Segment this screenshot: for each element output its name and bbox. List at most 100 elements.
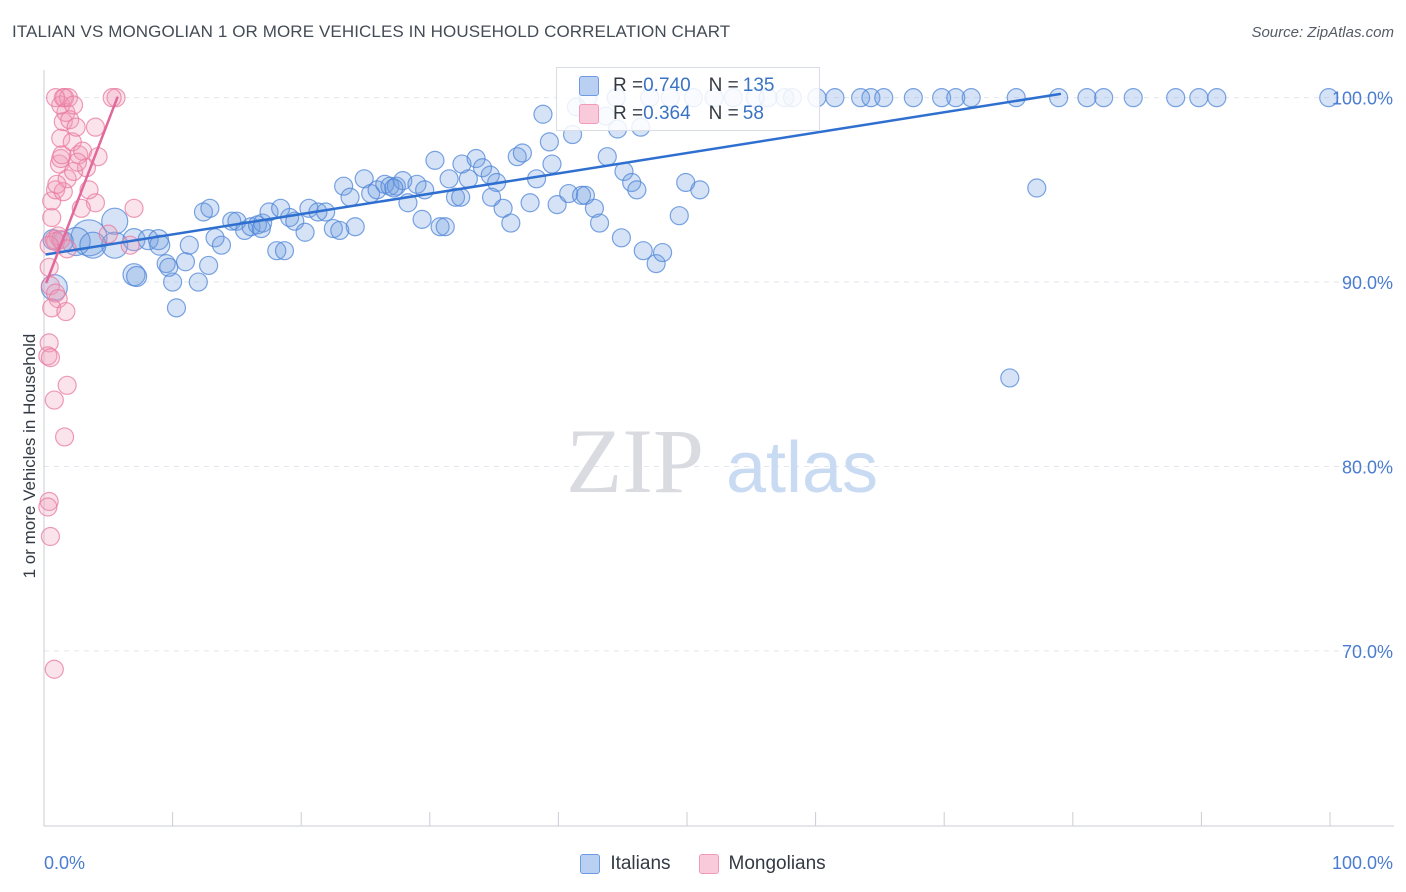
data-point	[512, 143, 532, 163]
mongolians-swatch	[579, 104, 599, 124]
data-point	[589, 213, 610, 233]
legend: Italians Mongolians	[0, 851, 1406, 877]
data-point	[1049, 88, 1069, 108]
data-point	[330, 220, 350, 241]
r-label: R =	[613, 75, 644, 96]
data-point	[44, 390, 64, 410]
data-point	[38, 497, 58, 517]
data-point	[690, 180, 710, 200]
data-point	[507, 147, 527, 167]
grid-lines	[44, 97, 1394, 652]
data-point	[45, 88, 66, 108]
data-point	[39, 235, 59, 255]
data-point	[188, 272, 208, 292]
mongolians-swatch	[698, 854, 719, 874]
stats-row-italians: R = 0.740 N = 135	[579, 73, 774, 99]
data-point	[633, 241, 653, 261]
data-point	[1027, 178, 1047, 198]
data-point	[430, 217, 450, 237]
data-point	[211, 235, 232, 255]
data-point	[539, 132, 559, 152]
data-point	[501, 213, 521, 233]
data-point	[1094, 88, 1114, 108]
data-point	[40, 526, 61, 547]
trend-lines	[45, 92, 1062, 284]
data-point	[98, 224, 118, 244]
y-tick-label: 80.0%	[1342, 457, 1393, 477]
r-value: 0.364	[643, 103, 691, 124]
data-point	[52, 145, 72, 165]
data-point	[200, 198, 220, 218]
data-point	[295, 222, 315, 242]
data-point	[932, 88, 952, 108]
data-point	[825, 88, 845, 108]
n-label: N =	[708, 75, 739, 96]
series-mongolians	[38, 88, 144, 679]
data-point	[435, 217, 455, 237]
source-label: Source: ZipAtlas.com	[1251, 24, 1394, 41]
data-point	[42, 298, 62, 318]
data-point	[1319, 88, 1339, 108]
data-point	[611, 228, 632, 248]
x-tick-label: 0.0%	[44, 853, 85, 873]
data-point	[542, 154, 562, 174]
data-point	[1166, 88, 1186, 108]
data-point	[1077, 88, 1097, 108]
data-point	[67, 152, 88, 172]
r-label: R =	[613, 103, 644, 124]
data-point	[40, 348, 61, 368]
data-point	[175, 252, 196, 272]
data-point	[334, 176, 354, 196]
x-tick-label: 100.0%	[1332, 853, 1393, 873]
data-point	[42, 207, 62, 228]
data-point	[472, 158, 493, 178]
data-point	[159, 257, 179, 277]
data-point	[547, 195, 567, 215]
y-tick-label: 70.0%	[1342, 642, 1393, 662]
legend-item-mongolians[interactable]: Mongolians	[698, 851, 826, 877]
data-point	[60, 110, 80, 130]
data-point	[85, 117, 106, 137]
data-point	[1123, 88, 1143, 108]
data-point	[57, 375, 77, 395]
data-point	[124, 198, 144, 218]
data-point	[47, 174, 67, 194]
italians-swatch	[579, 76, 599, 96]
data-point	[961, 88, 981, 108]
data-point	[51, 128, 71, 148]
data-point	[481, 187, 502, 207]
data-point	[669, 206, 689, 226]
data-point	[271, 198, 291, 218]
watermark-zip: ZIP	[566, 410, 704, 512]
data-point	[425, 150, 445, 170]
data-point	[1189, 88, 1209, 108]
legend-label: Mongolians	[728, 853, 826, 874]
data-point	[1006, 88, 1026, 108]
y-tick-label: 100.0%	[1332, 89, 1393, 109]
data-point	[120, 235, 140, 255]
y-axis-label: 1 or more Vehicles in Household	[20, 334, 39, 579]
data-point	[125, 265, 148, 288]
legend-item-italians[interactable]: Italians	[580, 851, 671, 877]
data-point	[439, 169, 459, 189]
data-point	[575, 185, 596, 205]
data-point	[412, 209, 432, 229]
data-point	[874, 88, 894, 108]
data-point	[323, 218, 343, 239]
data-point	[652, 242, 673, 263]
data-point	[259, 202, 279, 222]
data-point	[267, 241, 287, 261]
data-points	[38, 88, 1339, 679]
data-point	[156, 254, 176, 274]
y-tick-label: 90.0%	[1342, 273, 1393, 293]
data-point	[54, 427, 75, 447]
data-point	[851, 88, 871, 108]
data-point	[44, 659, 64, 679]
data-point	[163, 272, 183, 292]
axes	[43, 70, 1394, 827]
chart-title: ITALIAN VS MONGOLIAN 1 OR MORE VEHICLES …	[12, 22, 731, 41]
data-point	[946, 88, 966, 108]
watermark-atlas: atlas	[726, 428, 878, 508]
data-point	[166, 298, 187, 318]
